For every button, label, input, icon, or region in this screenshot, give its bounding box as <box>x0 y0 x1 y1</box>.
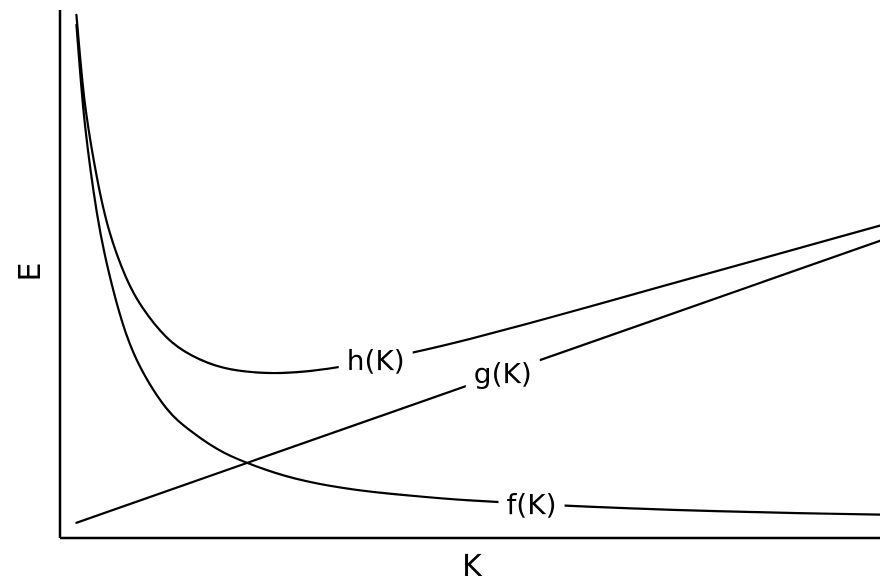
curve-label-h-k: h(K) <box>338 344 413 377</box>
curves-layer <box>75 13 880 524</box>
y-axis-label: E <box>13 263 48 282</box>
curve-label-text: g(K) <box>474 357 532 390</box>
curve-h-k <box>75 13 880 375</box>
curve-label-f-k: f(K) <box>498 488 565 521</box>
curve-label-text: h(K) <box>347 344 405 377</box>
curve-label-g-k: g(K) <box>465 357 540 390</box>
curve-label-background <box>465 358 540 390</box>
x-axis-label: K <box>462 549 483 580</box>
curve-label-text: f(K) <box>506 488 556 521</box>
curve-labels-layer: h(K) g(K) f(K) <box>338 344 565 521</box>
curve-label-background <box>498 488 565 520</box>
curve-f-k <box>75 23 880 516</box>
curve-label-background <box>338 345 413 377</box>
